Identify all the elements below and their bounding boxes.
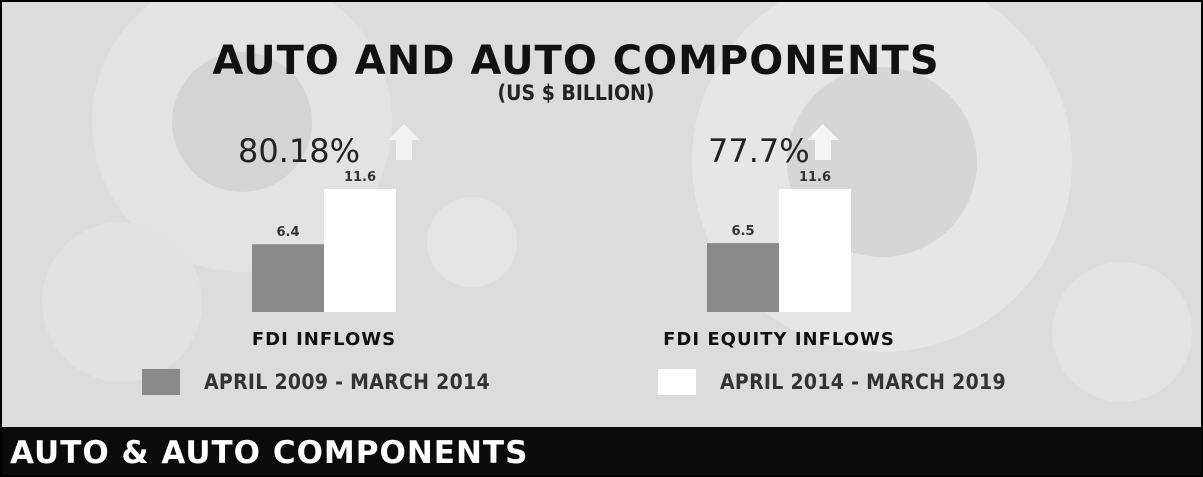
growth-label-fdi-inflows: 80.18% xyxy=(238,132,361,170)
chart-title: AUTO AND AUTO COMPONENTS xyxy=(212,38,940,84)
legend-swatch-series-2 xyxy=(658,369,696,395)
up-arrow-icon xyxy=(388,124,420,160)
bar-value-label: 11.6 xyxy=(344,170,376,185)
bar-fdi-inflows-series-2 xyxy=(324,189,396,312)
legend-swatch-series-1 xyxy=(142,369,180,395)
category-label: FDI EQUITY INFLOWS xyxy=(663,329,895,350)
chart-subtitle: (US $ BILLION) xyxy=(497,81,655,105)
legend-label-series-2: APRIL 2014 - MARCH 2019 xyxy=(720,370,1006,394)
up-arrow-icon xyxy=(807,124,839,160)
bar-fdi-equity-inflows-series-2 xyxy=(779,189,851,312)
growth-label-fdi-equity-inflows: 77.7% xyxy=(708,132,810,170)
bar-value-label: 6.5 xyxy=(731,224,754,239)
legend-item-series-1: APRIL 2009 - MARCH 2014 xyxy=(142,369,490,395)
legend-item-series-2: APRIL 2014 - MARCH 2019 xyxy=(658,369,1006,395)
bar-value-label: 6.4 xyxy=(276,225,299,240)
legend-label-series-1: APRIL 2009 - MARCH 2014 xyxy=(204,370,490,394)
bar-fdi-inflows-series-1 xyxy=(252,244,324,312)
banner-title: AUTO & AUTO COMPONENTS xyxy=(10,435,529,471)
category-label: FDI INFLOWS xyxy=(252,329,396,350)
bottom-banner: AUTO & AUTO COMPONENTS xyxy=(2,427,1201,475)
bar-fdi-equity-inflows-series-1 xyxy=(707,243,779,312)
bar-chart: 6.4 11.6 FDI INFLOWS 6.5 11.6 FDI EQUITY INFL… xyxy=(252,124,895,350)
bar-value-label: 11.6 xyxy=(799,170,831,185)
